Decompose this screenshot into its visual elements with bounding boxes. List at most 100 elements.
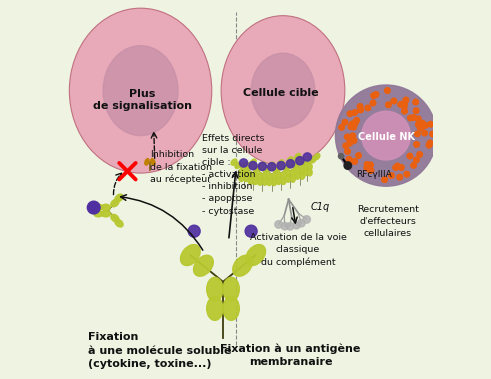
Circle shape bbox=[345, 149, 350, 154]
Ellipse shape bbox=[246, 162, 252, 168]
Ellipse shape bbox=[278, 163, 284, 169]
Ellipse shape bbox=[251, 53, 315, 128]
Circle shape bbox=[188, 225, 200, 237]
Ellipse shape bbox=[295, 172, 300, 179]
Ellipse shape bbox=[258, 172, 262, 180]
Ellipse shape bbox=[223, 277, 239, 301]
Circle shape bbox=[286, 222, 294, 230]
Circle shape bbox=[277, 161, 285, 170]
Circle shape bbox=[428, 121, 434, 127]
Circle shape bbox=[240, 159, 248, 167]
Circle shape bbox=[398, 102, 404, 107]
Ellipse shape bbox=[244, 169, 248, 176]
Ellipse shape bbox=[297, 160, 303, 166]
Ellipse shape bbox=[221, 16, 345, 166]
Ellipse shape bbox=[262, 172, 267, 180]
Ellipse shape bbox=[269, 162, 274, 168]
Circle shape bbox=[368, 162, 373, 168]
Circle shape bbox=[342, 119, 348, 125]
Ellipse shape bbox=[244, 174, 248, 182]
Circle shape bbox=[426, 143, 432, 148]
Circle shape bbox=[430, 131, 436, 137]
Circle shape bbox=[423, 122, 428, 128]
Circle shape bbox=[384, 88, 390, 93]
Circle shape bbox=[401, 104, 407, 110]
Ellipse shape bbox=[273, 165, 278, 171]
Circle shape bbox=[417, 125, 423, 131]
Circle shape bbox=[419, 124, 425, 130]
Ellipse shape bbox=[250, 163, 256, 169]
Ellipse shape bbox=[248, 177, 253, 185]
Ellipse shape bbox=[145, 159, 149, 165]
Text: C1q: C1q bbox=[311, 202, 330, 212]
Circle shape bbox=[411, 115, 416, 121]
Ellipse shape bbox=[295, 166, 300, 174]
Text: RFcγIIIA: RFcγIIIA bbox=[356, 171, 392, 180]
Ellipse shape bbox=[303, 160, 308, 166]
Ellipse shape bbox=[151, 159, 155, 165]
Circle shape bbox=[413, 99, 418, 105]
Text: Cellule NK: Cellule NK bbox=[357, 133, 414, 143]
Circle shape bbox=[389, 173, 394, 179]
Text: Fixation à un antigène
membranaire: Fixation à un antigène membranaire bbox=[220, 344, 361, 367]
Circle shape bbox=[346, 157, 352, 162]
Circle shape bbox=[303, 153, 311, 161]
Circle shape bbox=[352, 110, 357, 115]
Ellipse shape bbox=[233, 255, 252, 276]
Circle shape bbox=[344, 162, 352, 169]
Ellipse shape bbox=[291, 160, 297, 166]
Ellipse shape bbox=[193, 255, 213, 276]
Text: Plus
de signalisation: Plus de signalisation bbox=[93, 89, 192, 111]
Circle shape bbox=[258, 162, 267, 171]
Ellipse shape bbox=[307, 163, 312, 170]
Circle shape bbox=[402, 108, 408, 114]
Ellipse shape bbox=[302, 163, 307, 170]
Circle shape bbox=[298, 219, 305, 227]
Ellipse shape bbox=[248, 172, 253, 179]
Circle shape bbox=[370, 100, 376, 106]
Circle shape bbox=[414, 142, 419, 147]
Text: Recrutement
d'effecteurs
cellulaires: Recrutement d'effecteurs cellulaires bbox=[357, 205, 419, 238]
Circle shape bbox=[373, 92, 379, 97]
Circle shape bbox=[417, 152, 422, 157]
Circle shape bbox=[351, 138, 357, 143]
Circle shape bbox=[357, 104, 363, 109]
Circle shape bbox=[362, 111, 410, 160]
Ellipse shape bbox=[284, 165, 290, 171]
Circle shape bbox=[414, 131, 420, 137]
Text: Cellule cible: Cellule cible bbox=[244, 88, 319, 97]
Ellipse shape bbox=[254, 166, 259, 172]
Ellipse shape bbox=[300, 166, 304, 174]
Ellipse shape bbox=[207, 277, 223, 301]
Ellipse shape bbox=[287, 157, 293, 163]
Circle shape bbox=[339, 125, 345, 130]
Circle shape bbox=[296, 157, 304, 165]
Ellipse shape bbox=[258, 178, 262, 185]
Ellipse shape bbox=[101, 211, 110, 217]
Ellipse shape bbox=[314, 153, 320, 160]
Ellipse shape bbox=[302, 169, 307, 176]
Ellipse shape bbox=[274, 166, 280, 172]
Circle shape bbox=[354, 117, 359, 123]
Ellipse shape bbox=[307, 169, 312, 176]
Text: Activation de la voie
classique
du complément: Activation de la voie classique du compl… bbox=[249, 233, 347, 267]
Circle shape bbox=[415, 116, 421, 122]
Circle shape bbox=[347, 140, 353, 146]
Circle shape bbox=[368, 168, 374, 173]
Circle shape bbox=[382, 177, 387, 182]
Circle shape bbox=[407, 153, 413, 159]
Circle shape bbox=[351, 124, 356, 130]
Circle shape bbox=[427, 140, 433, 146]
Ellipse shape bbox=[286, 169, 291, 177]
Circle shape bbox=[395, 163, 401, 169]
Circle shape bbox=[391, 98, 397, 104]
Ellipse shape bbox=[262, 178, 267, 185]
Circle shape bbox=[364, 161, 370, 167]
Ellipse shape bbox=[278, 160, 284, 166]
Circle shape bbox=[249, 161, 257, 170]
Text: Fixation
à une molécule soluble
(cytokine, toxine...): Fixation à une molécule soluble (cytokin… bbox=[88, 332, 232, 369]
Circle shape bbox=[87, 201, 100, 214]
Circle shape bbox=[365, 105, 371, 111]
Ellipse shape bbox=[246, 244, 266, 266]
Circle shape bbox=[345, 134, 350, 139]
